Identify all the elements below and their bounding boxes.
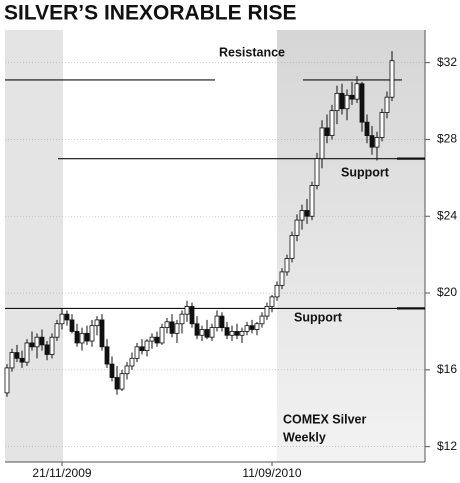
candle-body — [304, 210, 310, 217]
candle-body — [134, 346, 140, 359]
candle-body — [114, 377, 120, 390]
candle-body — [219, 315, 225, 328]
candle-body — [344, 94, 350, 110]
candle-body — [119, 373, 125, 390]
y-tick-label: $12 — [437, 439, 457, 453]
candle-body — [244, 325, 250, 332]
annotation: Weekly — [283, 430, 326, 444]
shaded-period — [277, 30, 425, 462]
candle-body — [79, 332, 85, 344]
candle-body — [99, 319, 105, 348]
annotation: Support — [341, 165, 390, 179]
candle-body — [184, 306, 190, 315]
candle-body — [39, 336, 45, 346]
x-tick-label: 11/09/2010 — [242, 466, 301, 480]
candle-body — [74, 331, 80, 344]
candle-body — [14, 352, 20, 359]
candle-body — [144, 340, 150, 352]
candle-body — [354, 83, 360, 100]
candle-body — [234, 331, 240, 336]
candle-body — [19, 357, 25, 363]
candle-body — [224, 327, 230, 336]
candle-body — [89, 325, 95, 342]
candle-body — [269, 296, 275, 307]
candle-body — [279, 271, 285, 286]
candle-body — [199, 329, 205, 336]
candle-body — [249, 325, 255, 330]
candle-body — [314, 158, 320, 186]
x-tick-label: 21/11/2009 — [32, 466, 91, 480]
candle-body — [169, 321, 175, 334]
candle-body — [264, 306, 270, 317]
shaded-period — [5, 30, 63, 462]
candle-body — [334, 92, 340, 112]
candle-body — [204, 329, 210, 338]
candle-body — [259, 315, 265, 325]
candle-body — [129, 357, 135, 367]
candle-body — [389, 60, 395, 98]
annotation: Resistance — [219, 45, 285, 59]
candle-body — [254, 323, 260, 330]
candle-body — [29, 342, 35, 348]
candle-body — [69, 319, 75, 332]
candle-body — [329, 110, 335, 136]
candle-body — [124, 365, 130, 375]
candle-body — [164, 321, 170, 328]
y-tick-label: $24 — [437, 208, 457, 222]
candle-body — [194, 323, 200, 336]
candle-body — [159, 327, 165, 344]
candle-body — [34, 336, 40, 348]
y-tick-label: $32 — [437, 55, 457, 69]
annotation: Support — [294, 310, 343, 324]
candle-body — [109, 363, 115, 378]
candle-body — [179, 313, 185, 325]
candle-body — [59, 313, 65, 325]
candle-body — [104, 346, 110, 365]
candle-body — [294, 219, 300, 236]
candle-body — [359, 83, 365, 123]
candle-body — [4, 367, 10, 394]
candle-body — [239, 331, 245, 336]
candle-body — [309, 185, 315, 217]
candle-body — [374, 137, 380, 148]
candle-body — [189, 306, 195, 325]
y-tick-label: $28 — [437, 132, 457, 146]
candle-body — [349, 94, 355, 100]
candle-body — [319, 127, 325, 160]
candle-body — [289, 235, 295, 259]
candle-body — [339, 92, 345, 110]
candle-body — [324, 127, 330, 136]
candle-body — [284, 258, 290, 273]
annotation: COMEX Silver — [283, 412, 366, 426]
candle-body — [9, 352, 15, 369]
candle-body — [94, 319, 100, 327]
candle-body — [49, 336, 55, 355]
candle-body — [174, 323, 180, 334]
candle-body — [139, 346, 145, 352]
candle-body — [379, 112, 385, 138]
candle-body — [64, 313, 70, 321]
candle-body — [364, 121, 370, 137]
candle-body — [274, 284, 280, 298]
candle-body — [384, 96, 390, 113]
candle-body — [44, 344, 50, 355]
y-tick-label: $20 — [437, 285, 457, 299]
candle-body — [369, 135, 375, 148]
candle-body — [149, 336, 155, 342]
candle-body — [214, 315, 220, 328]
candle-body — [229, 331, 235, 336]
candle-body — [154, 336, 160, 344]
candle-body — [54, 323, 60, 338]
chart-title: SILVER’S INEXORABLE RISE — [4, 2, 297, 25]
candle-body — [24, 342, 30, 363]
y-tick-label: $16 — [437, 362, 457, 376]
candle-body — [209, 327, 215, 338]
candle-body — [299, 210, 305, 221]
candle-body — [84, 332, 90, 342]
